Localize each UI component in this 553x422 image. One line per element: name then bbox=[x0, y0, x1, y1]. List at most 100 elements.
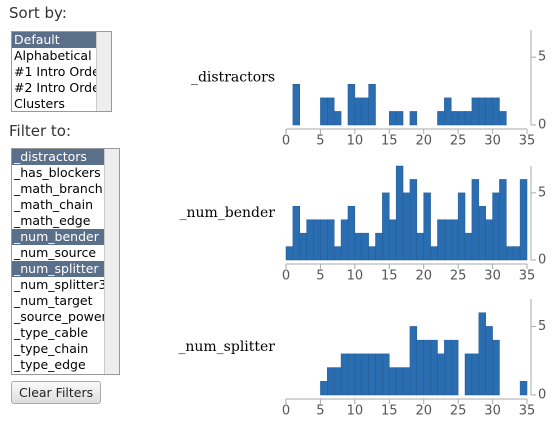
x-tick-label: 15 bbox=[381, 134, 398, 149]
bar bbox=[451, 339, 459, 396]
bar bbox=[451, 219, 459, 261]
sort-list[interactable]: Default Alphabetical #1 Intro Order #2 Intr… bbox=[11, 31, 112, 112]
bar bbox=[347, 84, 356, 126]
x-tick-label: 15 bbox=[381, 269, 398, 284]
x-tick-label: 35 bbox=[519, 269, 536, 284]
list-option[interactable]: _num_target bbox=[14, 293, 93, 308]
bar bbox=[409, 326, 418, 396]
bar bbox=[471, 353, 480, 396]
x-tick-label: 10 bbox=[347, 134, 364, 149]
bar bbox=[320, 219, 328, 261]
list-option[interactable]: _math_chain bbox=[14, 197, 94, 212]
y-tick-label: 0 bbox=[538, 253, 546, 268]
bar bbox=[299, 232, 307, 261]
bar bbox=[464, 111, 473, 126]
x-tick-label: 0 bbox=[282, 404, 290, 419]
bar bbox=[506, 246, 514, 261]
clear-filters-button[interactable]: Clear Filters bbox=[11, 381, 102, 404]
bar bbox=[354, 97, 362, 126]
bar bbox=[340, 353, 349, 396]
y-tick-label: 5 bbox=[538, 319, 546, 334]
bar bbox=[354, 232, 362, 261]
bar bbox=[444, 219, 452, 261]
list-option[interactable]: #1 Intro Order bbox=[14, 64, 105, 79]
bar bbox=[444, 339, 452, 396]
x-tick-label: 5 bbox=[316, 404, 324, 419]
bar bbox=[437, 111, 445, 126]
bar bbox=[327, 367, 335, 396]
bar bbox=[485, 219, 493, 261]
list-option[interactable]: _num_splitter bbox=[12, 261, 119, 277]
bar bbox=[333, 246, 342, 261]
list-option[interactable]: _num_bender bbox=[12, 229, 119, 245]
list-option[interactable]: Clusters bbox=[14, 96, 65, 111]
bar bbox=[375, 353, 383, 396]
y-tick-label: 5 bbox=[538, 185, 546, 200]
x-tick-label: 5 bbox=[316, 134, 324, 149]
x-tick-label: 35 bbox=[519, 404, 536, 419]
bar bbox=[333, 367, 342, 396]
bar bbox=[285, 246, 294, 261]
bar bbox=[395, 367, 404, 396]
chart-title: _distractors bbox=[191, 70, 275, 86]
list-option[interactable]: Default bbox=[12, 32, 111, 48]
bar bbox=[499, 179, 507, 261]
bar bbox=[416, 339, 424, 396]
scrollbar[interactable] bbox=[104, 149, 119, 374]
list-option[interactable]: #2 Intro Order bbox=[14, 80, 105, 95]
bar bbox=[368, 353, 376, 396]
list-option[interactable]: _has_blockers bbox=[14, 165, 101, 180]
list-option[interactable]: _type_chain bbox=[14, 341, 89, 356]
bar bbox=[368, 84, 376, 126]
bar bbox=[389, 111, 397, 126]
list-option[interactable]: _type_edge bbox=[14, 357, 86, 372]
bar bbox=[313, 219, 321, 261]
x-tick-label: 30 bbox=[484, 134, 501, 149]
bar bbox=[389, 219, 397, 261]
list-option[interactable]: _type_cable bbox=[14, 325, 89, 340]
x-tick-label: 35 bbox=[519, 134, 536, 149]
y-tick-label: 0 bbox=[538, 118, 546, 133]
x-tick-label: 5 bbox=[316, 269, 324, 284]
bar bbox=[333, 111, 342, 126]
bar bbox=[292, 206, 301, 261]
bar bbox=[402, 367, 411, 396]
bar bbox=[471, 97, 480, 126]
bar bbox=[471, 179, 480, 261]
bar bbox=[361, 97, 369, 126]
list-option[interactable]: _math_branch bbox=[14, 181, 103, 196]
bar bbox=[327, 219, 335, 261]
bar bbox=[368, 246, 376, 261]
bar bbox=[382, 353, 390, 396]
list-option[interactable]: _source_power bbox=[14, 309, 107, 324]
list-option[interactable]: _num_splitter3 bbox=[14, 277, 107, 292]
x-tick-label: 10 bbox=[347, 404, 364, 419]
x-tick-label: 20 bbox=[415, 404, 432, 419]
bar bbox=[320, 381, 328, 396]
filter-list[interactable]: _distractors _has_blockers _math_branch _ma… bbox=[11, 148, 120, 375]
bar bbox=[492, 339, 500, 396]
bar bbox=[347, 353, 356, 396]
bar bbox=[409, 179, 418, 261]
bar bbox=[416, 232, 424, 261]
bar bbox=[437, 219, 445, 261]
x-tick-label: 0 bbox=[282, 134, 290, 149]
list-option[interactable]: _distractors bbox=[12, 149, 119, 165]
bar bbox=[423, 192, 431, 261]
list-option[interactable]: _num_source bbox=[14, 245, 97, 260]
x-tick-label: 25 bbox=[450, 269, 467, 284]
bar bbox=[478, 206, 486, 261]
list-option[interactable]: _math_edge bbox=[14, 213, 91, 228]
bar bbox=[457, 111, 466, 126]
bar bbox=[464, 353, 473, 396]
y-tick-label: 0 bbox=[538, 388, 546, 403]
bar bbox=[402, 192, 411, 261]
list-option[interactable]: Alphabetical bbox=[14, 48, 92, 63]
bar bbox=[485, 97, 493, 126]
bar bbox=[451, 111, 459, 126]
bar bbox=[409, 111, 418, 126]
scrollbar[interactable] bbox=[96, 32, 111, 111]
chart-title: _num_splitter bbox=[178, 339, 275, 355]
bar bbox=[320, 97, 328, 126]
